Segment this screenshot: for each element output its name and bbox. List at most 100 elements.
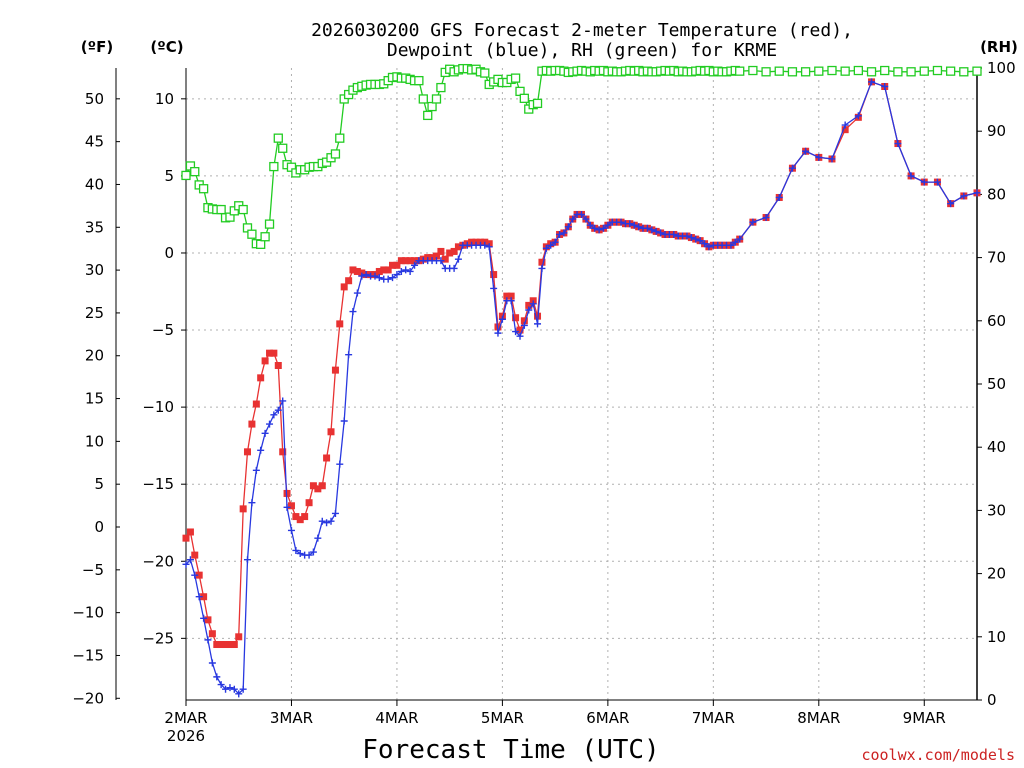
temperature-point bbox=[331, 366, 339, 374]
rh-point bbox=[787, 67, 798, 77]
x-tick-label: 8MAR bbox=[797, 709, 840, 727]
dewpoint-point bbox=[411, 261, 419, 269]
dewpoint-point bbox=[960, 192, 968, 200]
dewpoint-point bbox=[375, 274, 383, 282]
rh-point bbox=[748, 65, 758, 76]
rh-tick-label: 10 bbox=[987, 628, 1006, 646]
temperature-point bbox=[274, 362, 282, 370]
rh-point bbox=[190, 166, 200, 177]
temperature-point bbox=[450, 247, 458, 255]
rh-point bbox=[774, 66, 784, 76]
dewpoint-point bbox=[485, 243, 493, 251]
celsius-tick-label: −5 bbox=[152, 321, 174, 339]
rh-point bbox=[840, 66, 850, 76]
dewpoint-point bbox=[683, 232, 691, 240]
dewpoint-point bbox=[309, 548, 317, 556]
temperature-point bbox=[323, 454, 331, 462]
dewpoint-point bbox=[525, 306, 533, 314]
dewpoint-point bbox=[652, 227, 660, 235]
temperature-point bbox=[287, 502, 295, 510]
dewpoint-point bbox=[973, 189, 981, 197]
dewpoint-point bbox=[371, 272, 379, 280]
temperature-point bbox=[327, 428, 335, 436]
dewpoint-point bbox=[279, 397, 287, 405]
dewpoint-point bbox=[266, 420, 274, 428]
dewpoint-point bbox=[630, 221, 638, 229]
dewpoint-point bbox=[490, 284, 498, 292]
temperature-point bbox=[336, 320, 344, 328]
rh-point bbox=[972, 66, 982, 76]
dewpoint-point bbox=[564, 223, 572, 231]
dewpoint-point bbox=[340, 417, 348, 425]
dewpoint-point bbox=[701, 240, 709, 248]
temperature-point bbox=[375, 267, 383, 275]
fahrenheit-tick-label: 15 bbox=[85, 390, 104, 408]
temperature-point bbox=[353, 267, 361, 275]
dewpoint-point bbox=[788, 164, 796, 172]
rh-point bbox=[932, 65, 943, 76]
rh-point bbox=[519, 93, 529, 103]
dewpoint-point bbox=[542, 244, 550, 252]
temperature-point bbox=[243, 448, 251, 456]
rh-unit-label: (RH) bbox=[980, 38, 1018, 56]
rh-point bbox=[959, 67, 969, 77]
dewpoint-point bbox=[705, 243, 713, 251]
dewpoint-point bbox=[283, 503, 291, 511]
dewpoint-point bbox=[213, 673, 221, 681]
dewpoint-point bbox=[226, 684, 234, 692]
x-year-label: 2026 bbox=[167, 727, 205, 745]
dewpoint-point bbox=[454, 255, 462, 263]
temperature-point bbox=[226, 641, 234, 649]
dewpoint-point bbox=[292, 546, 300, 554]
rh-point bbox=[880, 65, 890, 76]
fahrenheit-tick-label: −20 bbox=[72, 689, 104, 707]
temperature-point bbox=[222, 641, 230, 649]
temperature-point bbox=[301, 513, 309, 521]
rh-point bbox=[906, 67, 916, 77]
dewpoint-point bbox=[230, 685, 238, 693]
dewpoint-point bbox=[635, 223, 643, 231]
dewpoint-point bbox=[762, 214, 770, 222]
dewpoint-point bbox=[907, 172, 915, 180]
temperature-point bbox=[230, 641, 238, 649]
rh-point bbox=[181, 170, 191, 181]
dewpoint-point bbox=[305, 551, 313, 559]
dewpoint-point bbox=[854, 112, 862, 120]
dewpoint-point bbox=[736, 235, 744, 243]
temperature-point bbox=[384, 266, 392, 274]
dewpoint-point bbox=[345, 351, 353, 359]
dewpoint-point bbox=[657, 229, 665, 237]
rh-tick-label: 20 bbox=[987, 565, 1006, 583]
axes bbox=[115, 67, 982, 706]
dewpoint-point bbox=[217, 681, 225, 689]
dewpoint-point bbox=[195, 593, 203, 601]
rh-point bbox=[260, 232, 270, 242]
dewpoint-point bbox=[191, 571, 199, 579]
temperature-point bbox=[389, 261, 397, 269]
dewpoint-point bbox=[248, 499, 256, 507]
dewpoint-point bbox=[323, 519, 331, 527]
dewpoint-point bbox=[186, 556, 194, 564]
temperature-point bbox=[191, 551, 199, 559]
rh-point bbox=[919, 66, 929, 76]
rh-point bbox=[853, 65, 863, 76]
dewpoint-point bbox=[920, 178, 928, 186]
temperature-point bbox=[314, 485, 322, 493]
fahrenheit-tick-label: 0 bbox=[94, 518, 104, 536]
rh-tick-label: 0 bbox=[987, 691, 997, 709]
rh-point bbox=[510, 73, 521, 83]
dewpoint-point bbox=[287, 526, 295, 534]
temperature-point bbox=[345, 277, 353, 285]
dewpoint-point bbox=[314, 534, 322, 542]
temperature-point bbox=[257, 374, 265, 382]
temperature-point bbox=[841, 126, 849, 134]
rh-tick-label: 60 bbox=[987, 312, 1006, 330]
temperature-point bbox=[252, 400, 260, 408]
x-tick-label: 4MAR bbox=[375, 709, 418, 727]
dewpoint-point bbox=[802, 147, 810, 155]
x-tick-label: 9MAR bbox=[903, 709, 946, 727]
dewpoint-point bbox=[529, 300, 537, 308]
credit-label: coolwx.com/models bbox=[861, 746, 1015, 764]
